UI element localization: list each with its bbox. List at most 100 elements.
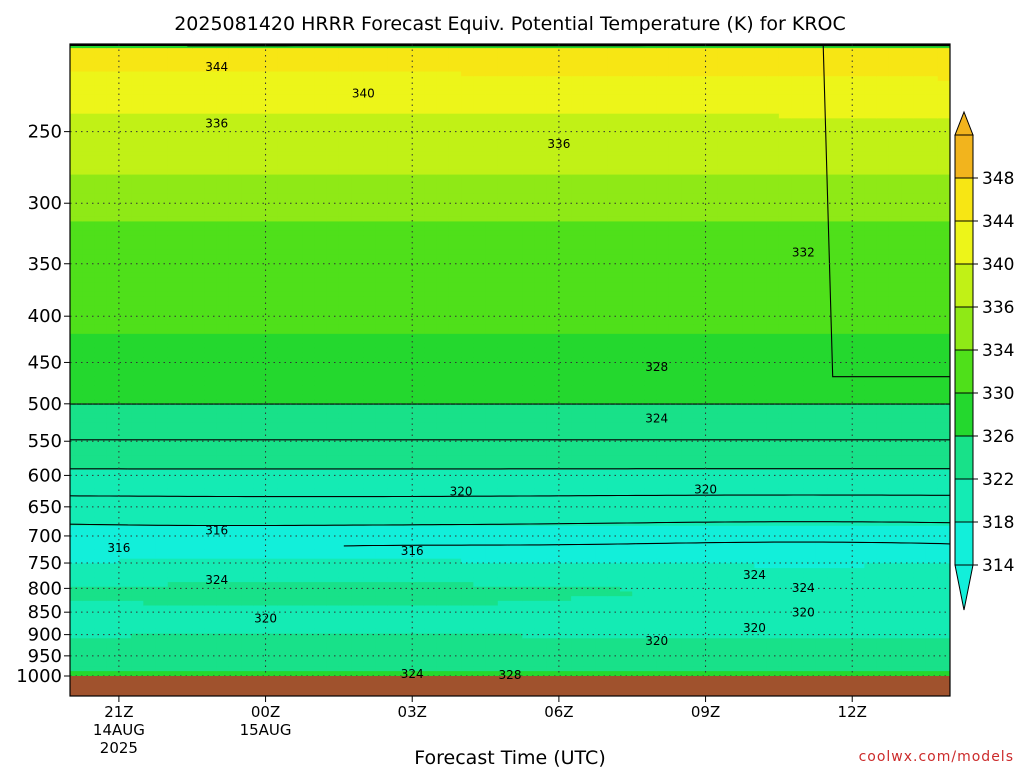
y-tick-label: 350 — [28, 254, 62, 275]
contour-label: 324 — [205, 573, 228, 587]
contour-label: 332 — [792, 245, 815, 259]
colorbar-label: 344 — [982, 212, 1014, 232]
x-tick-sublabel: 15AUG — [240, 721, 292, 739]
colorbar-label: 336 — [982, 298, 1014, 318]
colorbar-swatch — [954, 263, 974, 308]
y-tick-label: 600 — [28, 465, 62, 486]
y-tick-label: 650 — [28, 497, 62, 518]
x-tick-label: 00Z — [251, 703, 280, 721]
contour-label: 324 — [792, 581, 815, 595]
contour-line — [343, 541, 950, 547]
colorbar-bottom-arrow — [954, 564, 974, 611]
contour-label: 324 — [645, 411, 668, 425]
contour-label: 320 — [694, 483, 717, 497]
x-tick-label: 09Z — [691, 703, 720, 721]
colorbar-swatch — [954, 392, 974, 437]
contour-label: 340 — [352, 87, 375, 101]
ground-surface — [70, 676, 950, 696]
x-axis-label: Forecast Time (UTC) — [414, 747, 605, 768]
contour-label: 324 — [401, 667, 424, 681]
colorbar-label: 314 — [982, 556, 1014, 576]
chart-title: 2025081420 HRRR Forecast Equiv. Potentia… — [174, 13, 846, 35]
colorbar-swatch — [954, 220, 974, 265]
contour-label: 316 — [205, 523, 228, 537]
y-tick-label: 250 — [28, 122, 62, 143]
y-tick-label: 950 — [28, 646, 62, 667]
x-tick-sublabel: 14AUG — [93, 721, 145, 739]
contour-label-text: 320 — [743, 621, 766, 635]
colorbar-swatch — [954, 306, 974, 351]
plot-area — [70, 44, 950, 682]
contour-label-text: 340 — [352, 87, 375, 101]
contour-label-text: 316 — [205, 523, 228, 537]
colorbar-top-arrow — [954, 110, 974, 136]
contour-line — [70, 494, 950, 498]
colorbar-swatch — [954, 435, 974, 480]
colorbar-label: 322 — [982, 470, 1014, 490]
contour-label-text: 316 — [401, 544, 424, 558]
colorbar-label: 340 — [982, 255, 1014, 275]
contour-label: 320 — [254, 612, 277, 626]
y-tick-label: 550 — [28, 431, 62, 452]
colorbar-swatch — [954, 478, 974, 523]
x-tick-label: 06Z — [544, 703, 573, 721]
contour-label-text: 316 — [107, 541, 130, 555]
colorbar-swatch — [954, 134, 974, 179]
contour-label: 316 — [401, 544, 424, 558]
contour-label: 328 — [645, 360, 668, 374]
y-tick-label: 750 — [28, 553, 62, 574]
contour-label: 320 — [450, 484, 473, 498]
contour-label: 320 — [743, 621, 766, 635]
y-tick-label: 1000 — [16, 666, 62, 687]
contour-label: 320 — [645, 634, 668, 648]
colorbar-swatch — [954, 177, 974, 222]
contour-label-text: 324 — [205, 573, 228, 587]
contour-line — [70, 521, 950, 527]
contour-label-text: 324 — [743, 568, 766, 582]
colorbar-label: 326 — [982, 427, 1014, 447]
colorbar-label: 330 — [982, 384, 1014, 404]
grid-lines — [70, 44, 950, 677]
contour-label: 344 — [205, 60, 228, 74]
colorbar-label: 334 — [982, 341, 1014, 361]
x-tick-sublabel: 2025 — [100, 739, 138, 757]
contour-label: 324 — [743, 568, 766, 582]
x-tick-label: 21Z — [104, 703, 133, 721]
contour-label-text: 324 — [401, 667, 424, 681]
y-tick-label: 900 — [28, 625, 62, 646]
contour-label-text: 320 — [694, 483, 717, 497]
contour-label-text: 320 — [645, 634, 668, 648]
contour-label-text: 336 — [547, 137, 570, 151]
contour-label-text: 320 — [792, 606, 815, 620]
contour-label-text: 324 — [645, 411, 668, 425]
plot-border — [69, 43, 951, 697]
contour-label: 328 — [499, 668, 522, 682]
contour-label-text: 344 — [205, 60, 228, 74]
x-tick-label: 03Z — [398, 703, 427, 721]
y-tick-label: 450 — [28, 352, 62, 373]
contour-label-text: 320 — [254, 612, 277, 626]
colorbar-label: 318 — [982, 513, 1014, 533]
contour-label-text: 332 — [792, 245, 815, 259]
contour-labels: 344 340 336 336 332 328 324 320 320 316 316 316 324 3… — [107, 60, 815, 682]
y-tick-label: 800 — [28, 578, 62, 599]
contour-label: 320 — [792, 606, 815, 620]
colorbar: 314 318 322 326 330 334 336 340 344 348 — [954, 110, 1014, 611]
contour-label-text: 328 — [499, 668, 522, 682]
y-tick-label: 850 — [28, 602, 62, 623]
y-tick-label: 300 — [28, 193, 62, 214]
contour-label: 316 — [107, 541, 130, 555]
credit-text: coolwx.com/models — [859, 749, 1014, 765]
contour-label: 336 — [205, 117, 228, 131]
colorbar-label: 348 — [982, 169, 1014, 189]
contour-label: 336 — [547, 137, 570, 151]
x-tick-label: 12Z — [838, 703, 867, 721]
y-tick-label: 700 — [28, 526, 62, 547]
contour-label-text: 328 — [645, 360, 668, 374]
colorbar-swatch — [954, 521, 974, 566]
y-tick-label: 500 — [28, 394, 62, 415]
contour-label-text: 324 — [792, 581, 815, 595]
